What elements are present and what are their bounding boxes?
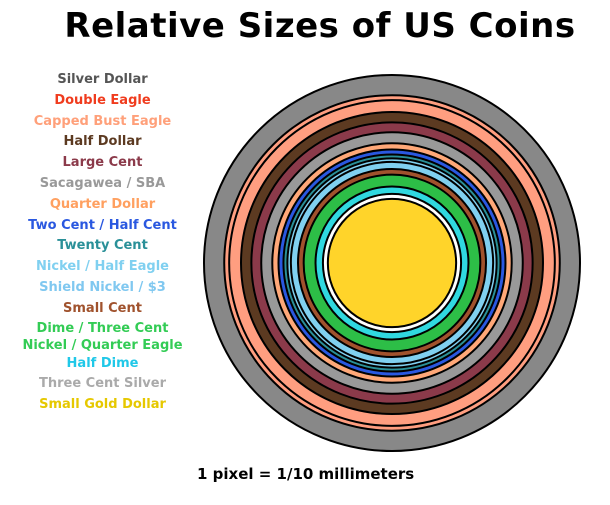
coin-legend: Silver Dollar Double Eagle Capped Bust Eag… [0, 70, 205, 416]
legend-item: Half Dime [66, 355, 139, 371]
legend-item: Double Eagle [54, 92, 151, 108]
legend-item: Nickel / Half Eagle [36, 259, 169, 275]
legend-item: Twenty Cent [57, 238, 148, 254]
legend-item: Dime / Three Cent [36, 320, 169, 336]
legend-item: Shield Nickel / $3 [39, 279, 166, 295]
legend-item: Small Cent [63, 300, 142, 316]
legend-item: Half Dollar [63, 134, 142, 150]
legend-item: Large Cent [62, 155, 143, 171]
legend-item: Three Cent Silver [38, 376, 167, 392]
legend-item: Two Cent / Half Cent [28, 217, 177, 233]
legend-item: Small Gold Dollar [39, 397, 166, 413]
legend-item: Nickel / Quarter Eagle [22, 337, 183, 353]
legend-item: Silver Dollar [57, 72, 148, 87]
page-title: Relative Sizes of US Coins [64, 6, 576, 46]
scale-footnote: 1 pixel = 1/10 millimeters [197, 465, 415, 483]
coin-circle [326, 197, 458, 329]
legend-item: Capped Bust Eagle [33, 113, 172, 129]
legend-item: Quarter Dollar [49, 196, 156, 212]
legend-item: Sacagawea / SBA [39, 175, 166, 191]
